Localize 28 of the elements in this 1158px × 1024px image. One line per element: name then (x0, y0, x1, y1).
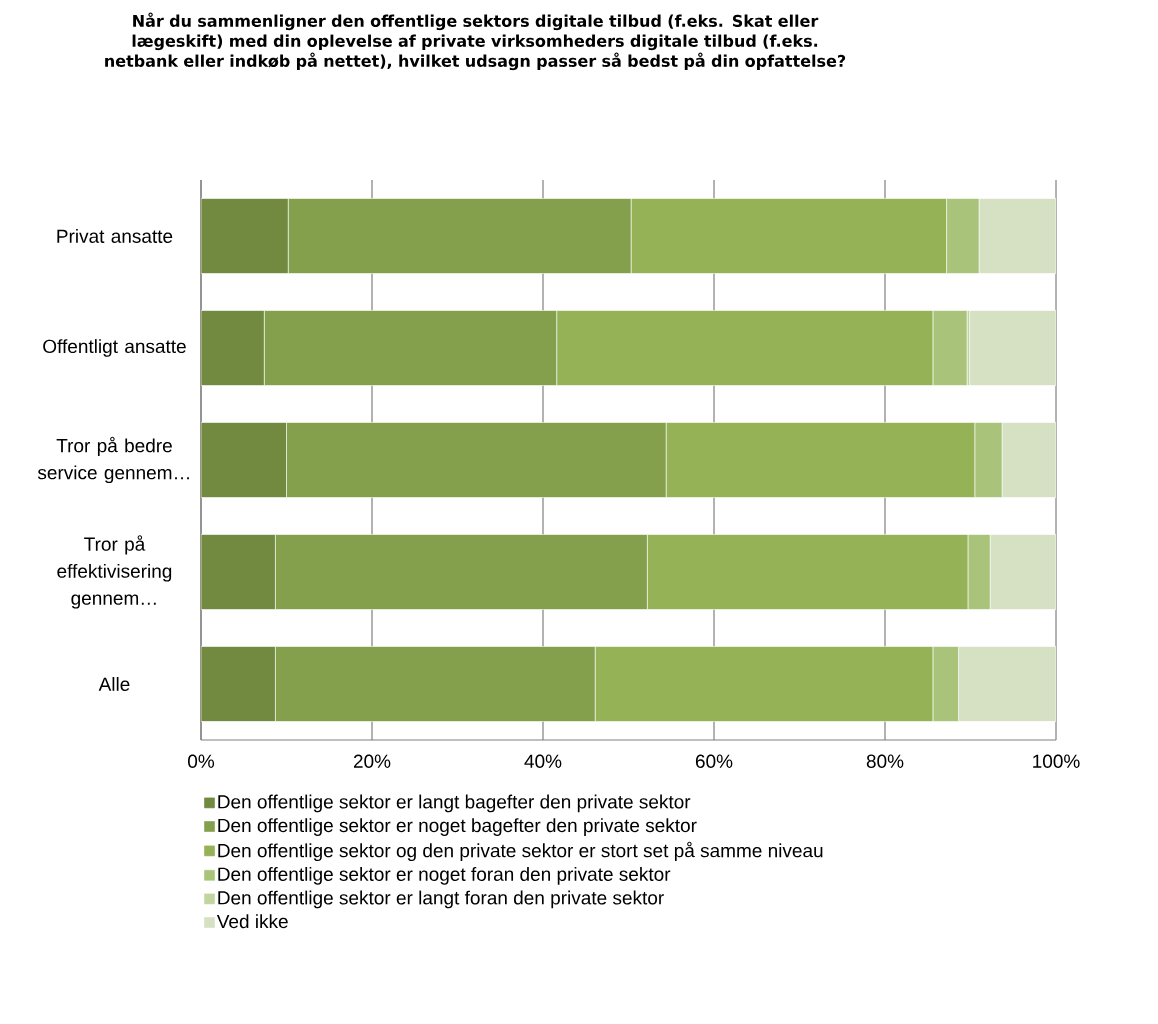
bar (201, 534, 276, 610)
x-tick-label: 100% (1033, 754, 1080, 768)
bar (1001, 422, 1057, 498)
legend-label: Den offentlige sektor er noget bagefter den private sektor (218, 818, 697, 836)
bar (201, 198, 289, 274)
y-tick-label: Tror på effektivisering gennem… (57, 535, 172, 609)
x-tick-label: 0% (188, 754, 215, 768)
x-tick-label: 20% (353, 754, 391, 768)
y-tick-label: Alle (98, 677, 130, 691)
bar (989, 534, 1057, 610)
y-tick-label: Privat ansatte (57, 229, 173, 243)
legend-label: Den offentlige sektor og den private sektor er stort set på samme niveau (218, 841, 823, 862)
bar (978, 198, 1057, 274)
x-tick-label: 80% (866, 754, 904, 768)
legend-label: Ved ikke (216, 914, 288, 929)
bar (201, 422, 287, 498)
legend-label: Den offentlige sektor er noget foran den private sektor (218, 866, 671, 885)
chart-title: Når du sammenligner den offentlige sektors digitale tilbud (f.eks. Skat eller lægeskift) med din oplevelse af private virksomheders digitale tilbud (f.eks. netbank eller indkøb på nettet), hvilket udsagn passer så bedst på din opfattelse? (105, 12, 846, 71)
bar (201, 646, 276, 722)
y-tick-label: Tror på bedre service gennem… (37, 436, 189, 484)
bar (201, 310, 265, 386)
legend-label: Den offentlige sektor er langt bagefter den private sektor (218, 794, 691, 813)
y-tick-label: Offentligt ansatte (43, 339, 186, 357)
legend-label: Den offentlige sektor er langt foran den private sektor (218, 890, 664, 909)
x-tick-label: 40% (524, 754, 562, 768)
bar (958, 646, 1057, 722)
bar (969, 310, 1057, 386)
x-tick-label: 60% (695, 754, 733, 768)
